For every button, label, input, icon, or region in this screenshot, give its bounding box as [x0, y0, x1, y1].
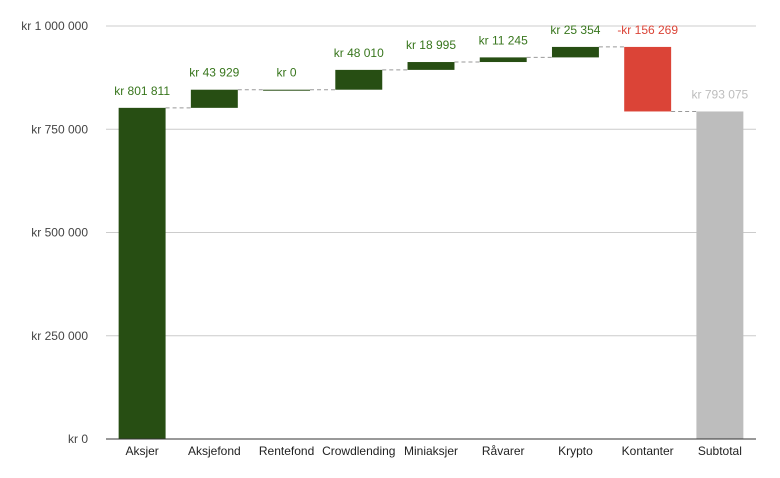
y-tick-label: kr 500 000 [31, 226, 88, 240]
x-tick-label: Aksjer [125, 444, 158, 458]
data-label: kr 48 010 [334, 46, 384, 60]
y-axis-tick-labels: kr 0 kr 250 000 kr 500 000 kr 750 000 kr 1 0… [21, 19, 88, 446]
data-label: kr 793 075 [692, 87, 749, 101]
x-tick-label: Råvarer [482, 444, 525, 458]
bar [696, 111, 744, 439]
x-tick-label: Aksjefond [188, 444, 241, 458]
data-label: kr 0 [277, 66, 297, 80]
data-label: -kr 156 269 [617, 23, 678, 37]
data-label: kr 11 245 [479, 33, 528, 47]
y-tick-label: kr 750 000 [31, 122, 88, 136]
bar [407, 62, 455, 70]
x-tick-label: Miniaksjer [404, 444, 458, 458]
bar [624, 46, 672, 112]
bar [118, 107, 166, 440]
data-label: kr 18 995 [406, 38, 456, 52]
x-tick-label: Crowdlending [322, 444, 395, 458]
bars [118, 46, 744, 440]
x-tick-label: Kontanter [622, 444, 674, 458]
gridlines [106, 25, 756, 337]
data-labels: kr 801 811 kr 43 929 kr 0 kr 48 010 kr 18 99… [114, 23, 748, 102]
bar [551, 46, 599, 58]
y-tick-label: kr 1 000 000 [21, 19, 88, 33]
connector-lines [165, 46, 697, 112]
data-label: kr 43 929 [189, 66, 239, 80]
x-tick-label: Rentefond [259, 444, 314, 458]
x-tick-label: Krypto [558, 444, 593, 458]
category-labels: Aksjer Aksjefond Rentefond Crowdlending Mini… [125, 444, 741, 458]
bar [263, 89, 311, 91]
bar [190, 89, 238, 108]
bar [479, 57, 527, 63]
bar [335, 69, 383, 90]
data-label: kr 25 354 [550, 23, 600, 37]
y-tick-label: kr 250 000 [31, 329, 88, 343]
x-tick-label: Subtotal [698, 444, 742, 458]
y-tick-label: kr 0 [68, 432, 88, 446]
data-label: kr 801 811 [114, 84, 170, 98]
